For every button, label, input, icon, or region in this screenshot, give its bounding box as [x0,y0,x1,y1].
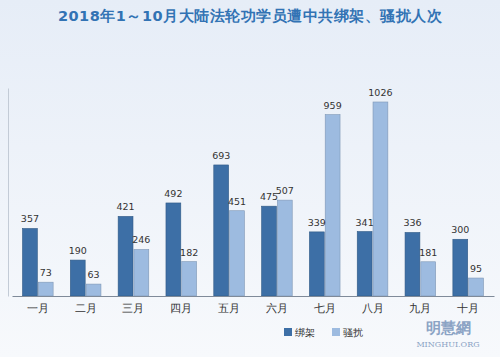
data-label: 300 [451,224,469,235]
bar [421,262,436,296]
title: 2018年1～10月大陆法轮功学员遭中共绑架、骚扰人次 [58,8,443,24]
x-tick: 七月 [314,296,336,314]
x-tick-label: 六月 [266,302,288,314]
x-tick: 九月 [409,296,431,314]
data-labels: 3571904214926934753393413363007363246182… [21,87,482,280]
data-label: 339 [308,217,326,228]
legend-swatch [284,328,292,336]
x-tick-label: 十月 [457,302,479,314]
x-tick-label: 三月 [122,302,144,314]
bar [373,102,388,296]
bar [262,206,277,296]
bar [325,115,340,296]
data-label: 190 [69,245,87,256]
chart: 2018年1～10月大陆法轮功学员遭中共绑架、骚扰人次 357 190 421 492 6… [0,0,500,357]
x-tick-label: 五月 [218,302,240,314]
data-label: 1026 [368,87,392,98]
watermark: 明慧網 MINGHUI.ORG [416,319,479,349]
x-tick: 一月 [27,296,49,314]
x-tick: 三月 [122,296,144,314]
data-label: 357 [21,213,39,224]
data-label: 73 [40,267,52,278]
bar [86,284,101,296]
bar [166,203,181,296]
y-axis [8,89,9,297]
x-tick-label: 九月 [409,302,431,314]
legend-label: 绑架 [295,327,315,338]
x-axis-line [13,296,495,297]
x-tick: 十月 [457,296,479,314]
legend-item: 骚扰 [332,327,363,338]
background [0,0,500,357]
bar [277,200,292,296]
x-tick-label: 四月 [170,302,192,314]
data-label: 693 [212,150,230,161]
x-tick-label: 二月 [75,302,97,314]
data-label: 182 [180,247,198,258]
x-tick: 四月 [170,296,192,314]
x-tick: 二月 [75,296,97,314]
bar [453,239,468,296]
bar [357,232,372,296]
plot-area [23,102,484,296]
x-tick: 五月 [218,296,240,314]
data-label: 95 [470,263,482,274]
x-tick-label: 八月 [362,302,384,314]
bar [70,260,85,296]
x-tick: 八月 [362,296,384,314]
data-label: 451 [228,196,246,207]
bar [118,216,133,296]
bar [38,282,53,296]
watermark-text: 明慧網 [426,319,471,337]
x-tick-label: 一月 [27,302,49,314]
legend-label: 骚扰 [343,327,363,338]
legend-item: 绑架 [284,327,315,338]
bar [182,262,197,296]
x-tick-label: 七月 [314,302,336,314]
x-tick: 六月 [266,296,288,314]
data-label: 63 [87,269,99,280]
data-label: 181 [419,247,437,258]
data-label: 959 [324,100,342,111]
bar [23,228,38,296]
bar [405,232,420,296]
bar [134,249,149,296]
bar [214,165,229,296]
data-label: 492 [164,188,182,199]
data-label: 246 [132,234,150,245]
bar [469,278,484,296]
x-axis: 一月 二月 三月 四月 五月 六月 七月 八月 九月 十月 [13,296,495,314]
data-label: 336 [403,217,421,228]
data-label: 507 [276,185,294,196]
data-label: 341 [356,217,374,228]
y-axis-line [8,89,9,297]
legend: 绑架 骚扰 [284,327,363,338]
data-label: 421 [116,201,134,212]
legend-swatch [332,328,340,336]
bar [309,232,324,296]
watermark-text: MINGHUI.ORG [416,340,479,349]
bar [230,211,245,296]
